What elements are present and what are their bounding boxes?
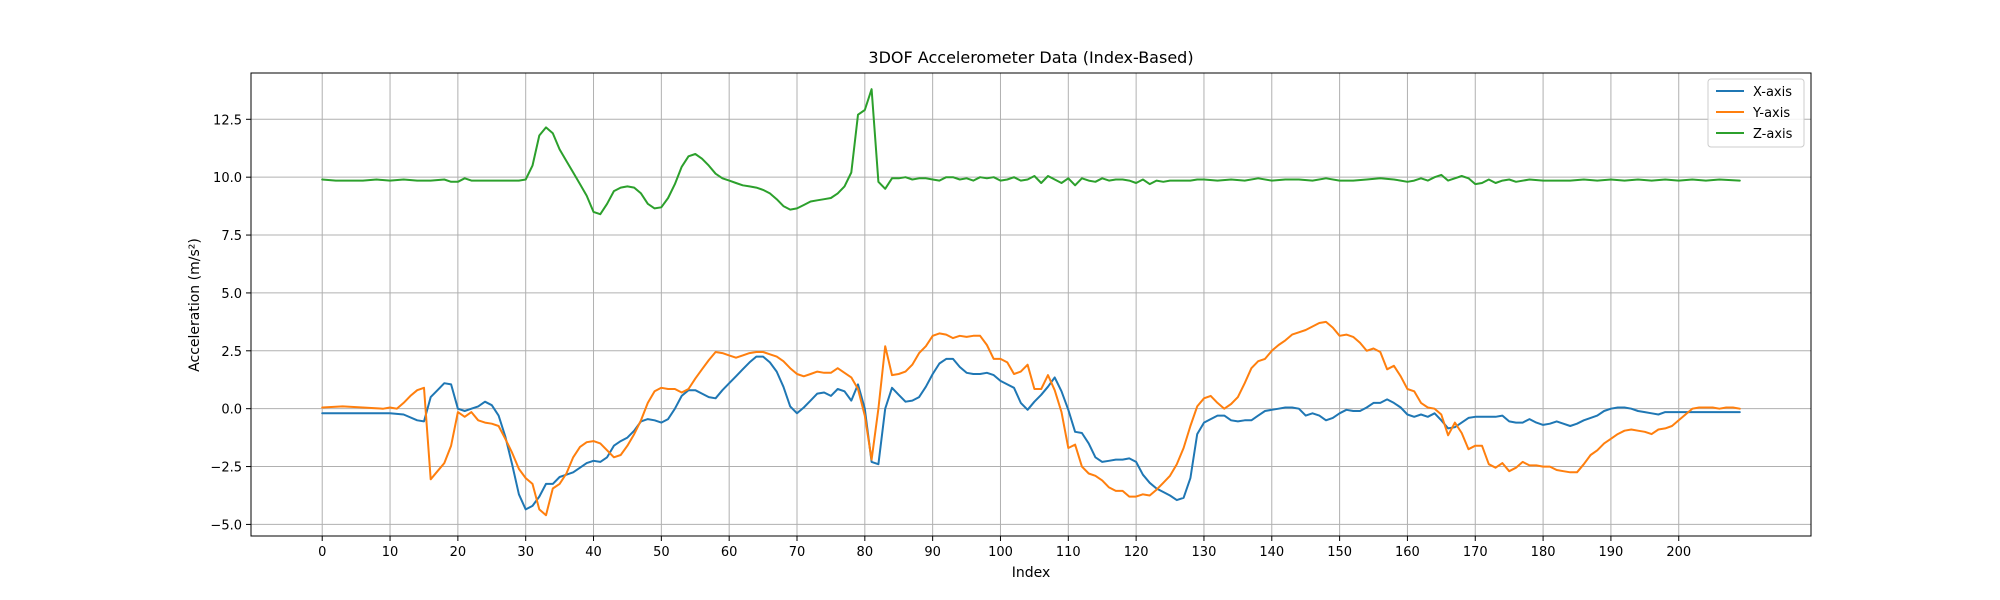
x-tick-label: 170 (1463, 545, 1488, 560)
x-tick-label: 80 (857, 545, 874, 560)
series-line-x-axis (321, 355, 1741, 511)
x-tick-label: 100 (988, 545, 1013, 560)
x-tick-label: 50 (653, 545, 670, 560)
legend-label: Y-axis (1752, 106, 1790, 121)
x-tick-label: 180 (1531, 545, 1556, 560)
x-tick-label: 60 (721, 545, 738, 560)
x-tick-label: 190 (1598, 545, 1623, 560)
y-tick-label: −2.5 (210, 461, 242, 476)
legend-label: X-axis (1753, 85, 1792, 100)
x-tick-label: 20 (450, 545, 467, 560)
y-tick-label: 0.0 (221, 403, 242, 418)
y-tick-label: 7.5 (221, 229, 242, 244)
y-tick-label: 10.0 (213, 171, 242, 186)
y-axis-label: Acceleration (m/s²) (187, 238, 203, 372)
chart-title: 3DOF Accelerometer Data (Index-Based) (868, 48, 1193, 67)
plot-frame (250, 72, 1812, 537)
x-tick-label: 130 (1192, 545, 1217, 560)
x-tick-label: 200 (1666, 545, 1691, 560)
legend-box (1707, 78, 1805, 148)
x-tick-label: 150 (1327, 545, 1352, 560)
y-tick-label: 5.0 (221, 287, 242, 302)
x-tick-label: 110 (1056, 545, 1081, 560)
series-line-z-axis (321, 88, 1741, 216)
x-tick-label: 160 (1395, 545, 1420, 560)
series-line-y-axis (321, 320, 1741, 517)
y-tick-label: 2.5 (221, 345, 242, 360)
x-tick-label: 30 (517, 545, 534, 560)
y-tick-label: −5.0 (210, 518, 242, 533)
legend-label: Z-axis (1753, 127, 1793, 142)
x-tick-label: 10 (382, 545, 399, 560)
x-tick-label: 70 (789, 545, 806, 560)
axis-ticks: 0 10 20 30 40 50 60 70 80 90 100 110 120 130 140 150 160… (210, 113, 1691, 560)
x-axis-label: Index (1012, 565, 1051, 581)
y-tick-label: 12.5 (213, 113, 242, 128)
x-tick-label: 40 (585, 545, 602, 560)
x-tick-label: 0 (318, 545, 326, 560)
x-tick-label: 90 (924, 545, 941, 560)
series-lines (321, 88, 1741, 517)
x-tick-label: 140 (1259, 545, 1284, 560)
x-tick-label: 120 (1124, 545, 1149, 560)
legend: X-axis Y-axis Z-axis (1707, 78, 1805, 148)
